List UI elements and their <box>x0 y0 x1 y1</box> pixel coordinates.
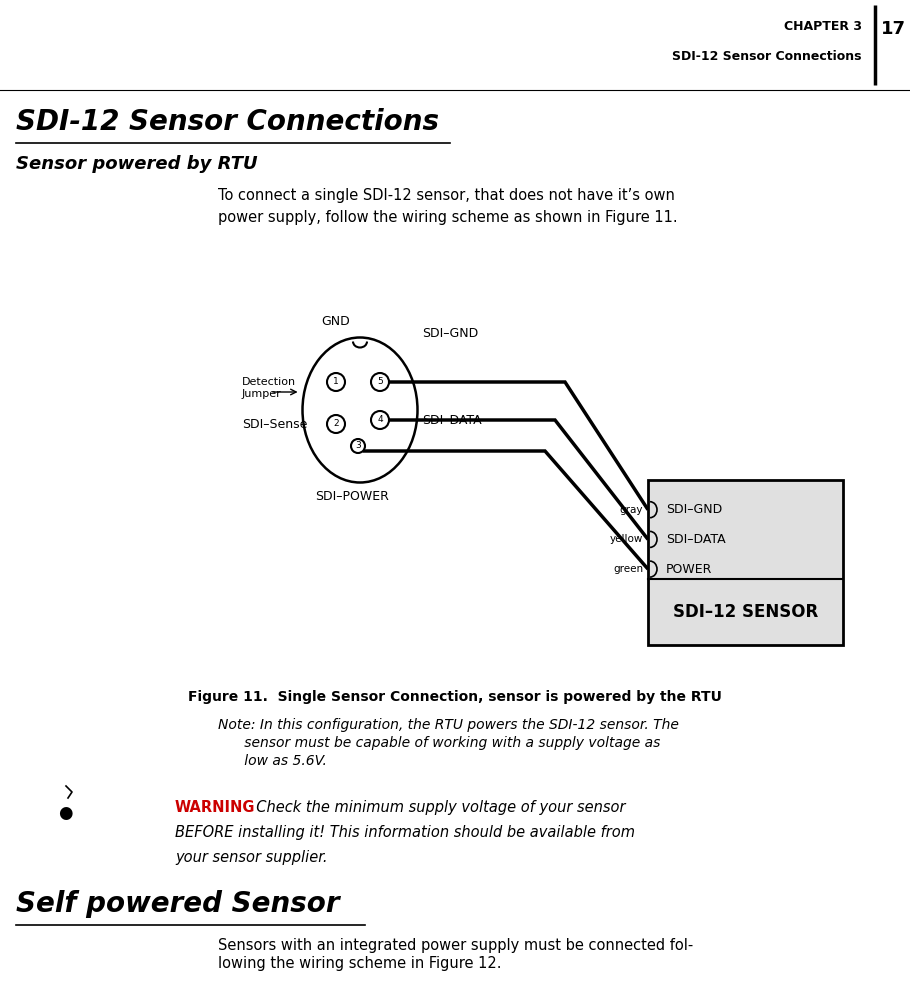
Text: 1: 1 <box>333 378 339 387</box>
Text: SDI–POWER: SDI–POWER <box>315 490 389 504</box>
Text: sensor must be capable of working with a supply voltage as: sensor must be capable of working with a… <box>218 736 661 750</box>
Text: GND: GND <box>321 315 350 328</box>
Text: SDI–GND: SDI–GND <box>666 504 723 517</box>
Text: Sensors with an integrated power supply must be connected fol-: Sensors with an integrated power supply … <box>218 938 693 953</box>
Text: green: green <box>612 564 643 574</box>
Text: Self powered Sensor: Self powered Sensor <box>16 890 339 918</box>
Circle shape <box>327 373 345 391</box>
Text: gray: gray <box>620 505 643 515</box>
Text: Detection
Jumper: Detection Jumper <box>242 377 296 399</box>
Text: Figure 11.  Single Sensor Connection, sensor is powered by the RTU: Figure 11. Single Sensor Connection, sen… <box>188 690 722 704</box>
Text: WARNING: WARNING <box>175 800 256 815</box>
Text: SDI-12 Sensor Connections: SDI-12 Sensor Connections <box>672 50 862 63</box>
Text: SDI–DATA: SDI–DATA <box>422 414 481 427</box>
Text: SDI-12 Sensor Connections: SDI-12 Sensor Connections <box>16 108 439 136</box>
FancyBboxPatch shape <box>648 480 843 645</box>
Text: BEFORE installing it! This information should be available from: BEFORE installing it! This information s… <box>175 825 635 840</box>
Text: To connect a single SDI-12 sensor, that does not have it’s own
power supply, fol: To connect a single SDI-12 sensor, that … <box>218 188 678 225</box>
Circle shape <box>351 439 365 453</box>
Text: yellow: yellow <box>610 535 643 545</box>
Text: low as 5.6V.: low as 5.6V. <box>218 754 327 768</box>
Text: 4: 4 <box>377 416 383 425</box>
Text: 5: 5 <box>377 378 383 387</box>
Circle shape <box>371 373 389 391</box>
Text: your sensor supplier.: your sensor supplier. <box>175 850 328 865</box>
Text: SDI–GND: SDI–GND <box>422 327 479 340</box>
Text: SDI–DATA: SDI–DATA <box>666 533 725 546</box>
Text: 3: 3 <box>355 441 361 450</box>
Text: SDI–Sense: SDI–Sense <box>242 418 308 431</box>
Circle shape <box>327 415 345 433</box>
Text: 17: 17 <box>881 20 905 38</box>
Text: SDI–12 SENSOR: SDI–12 SENSOR <box>672 603 818 621</box>
Text: 2: 2 <box>333 420 339 429</box>
Text: POWER: POWER <box>666 563 713 576</box>
Circle shape <box>371 411 389 429</box>
Text: Note: In this configuration, the RTU powers the SDI-12 sensor. The: Note: In this configuration, the RTU pow… <box>218 718 679 732</box>
Text: CHAPTER 3: CHAPTER 3 <box>784 20 862 33</box>
Text: Sensor powered by RTU: Sensor powered by RTU <box>16 155 258 173</box>
Text: Check the minimum supply voltage of your sensor: Check the minimum supply voltage of your… <box>247 800 625 815</box>
Text: lowing the wiring scheme in Figure 12.: lowing the wiring scheme in Figure 12. <box>218 956 501 971</box>
Text: ●: ● <box>57 804 72 822</box>
